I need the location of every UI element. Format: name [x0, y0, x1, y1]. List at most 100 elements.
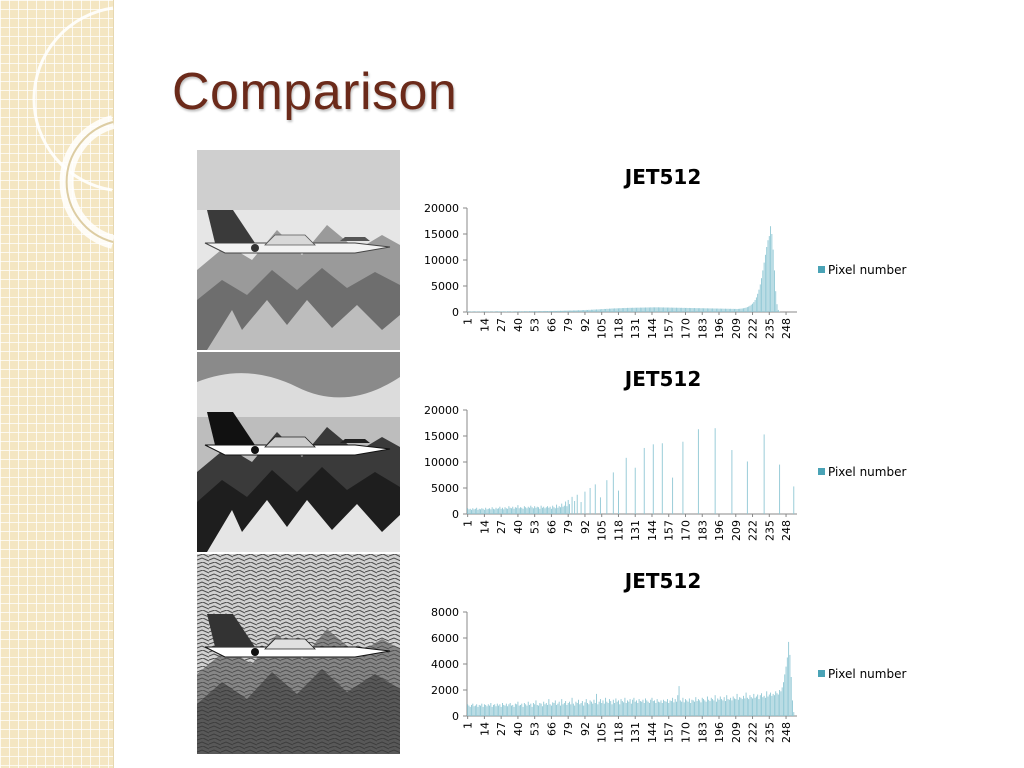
histogram-bar [520, 507, 521, 514]
histogram-bar [569, 310, 570, 312]
histogram-bar [507, 508, 509, 514]
x-tick-label: 222 [747, 318, 760, 339]
histogram-bar [615, 698, 617, 716]
histogram-bar [766, 691, 768, 716]
x-tick-label: 66 [545, 722, 558, 736]
x-tick-label: 131 [629, 520, 642, 541]
histogram-bar [611, 308, 613, 312]
histogram-bar [499, 506, 501, 514]
histogram-bar [584, 491, 586, 514]
histogram-bar [651, 697, 653, 716]
y-tick-label: 20000 [424, 404, 459, 417]
histogram-bar [629, 307, 631, 312]
histogram-bar [725, 701, 726, 716]
histogram-bar [557, 310, 559, 312]
histogram-bar [589, 700, 591, 716]
histogram-bar [550, 508, 552, 514]
histogram-bar [621, 308, 623, 312]
histogram-bar [763, 262, 765, 312]
x-tick-label: 144 [646, 520, 659, 541]
histogram-bar [621, 701, 623, 716]
histogram-bar [741, 308, 743, 312]
histogram-bar [584, 702, 586, 716]
histogram-bar [607, 703, 609, 716]
histogram-bar [498, 705, 500, 716]
histogram-bar [548, 507, 550, 514]
histogram-bar [614, 703, 616, 716]
histogram-bar [560, 705, 561, 716]
histogram-bar [727, 699, 729, 716]
histogram-bar [731, 308, 733, 312]
histogram-bar [530, 505, 532, 514]
histogram-bar [553, 703, 555, 716]
histogram-bar [594, 484, 596, 514]
histogram-bar [637, 703, 639, 716]
histogram-bar [661, 307, 663, 312]
y-tick-label: 0 [452, 306, 459, 319]
histogram-bar [569, 701, 570, 716]
histogram-bar [723, 697, 725, 716]
histogram-bar [717, 308, 719, 312]
histogram-bar [592, 703, 594, 716]
x-tick-label: 53 [529, 318, 542, 332]
histogram-bar [608, 699, 610, 716]
histogram-bar [718, 308, 720, 312]
histogram-bar [480, 311, 481, 312]
y-tick-label: 4000 [431, 658, 459, 671]
histogram-bar [708, 699, 710, 716]
x-tick-label: 105 [596, 318, 609, 339]
histogram-bar [752, 303, 753, 312]
slide-title: Comparison [172, 63, 458, 121]
histogram-bar [637, 307, 639, 312]
histogram-bar [496, 311, 498, 312]
histogram-bar [646, 700, 648, 716]
histogram-bar [541, 507, 543, 514]
histogram-bar [534, 506, 536, 514]
histogram-bar [726, 308, 728, 312]
histogram-bar [677, 307, 679, 312]
histogram-bar [467, 508, 469, 514]
histogram-bar [663, 699, 665, 716]
histogram-bar [775, 691, 777, 716]
histogram-bar [685, 699, 686, 716]
histogram-bar [773, 270, 775, 312]
histogram-bar [561, 310, 563, 312]
histogram-bar [530, 311, 532, 312]
histogram-bar [538, 311, 539, 312]
histogram-bar [535, 700, 537, 716]
x-tick-label: 79 [562, 722, 575, 736]
histogram-bar [478, 508, 480, 514]
y-tick-label: 2000 [431, 684, 459, 697]
histogram-bar [545, 507, 547, 514]
histogram-bar [523, 506, 525, 514]
histogram-bar [713, 700, 715, 716]
x-tick-label: 1 [462, 318, 475, 325]
original-jet-photo [197, 150, 400, 350]
x-tick-label: 40 [512, 318, 525, 332]
histogram-bar [508, 704, 510, 716]
histogram-bar [697, 308, 699, 312]
histogram-bar [597, 309, 599, 312]
histogram-bar [580, 310, 582, 312]
histogram-bar [474, 311, 476, 312]
histogram-bar [516, 507, 518, 514]
histogram-bar [673, 307, 675, 312]
histogram-bar [704, 308, 706, 312]
histogram-bar [739, 697, 741, 716]
histogram-bar [483, 509, 485, 514]
histogram-bar [543, 701, 545, 716]
x-tick-label: 1 [462, 520, 475, 527]
x-tick-label: 248 [780, 318, 793, 339]
histogram-bar [485, 311, 487, 312]
histogram-bar [556, 704, 558, 716]
histogram-bar [520, 704, 521, 716]
histogram-bar [494, 509, 496, 514]
histogram-bar [618, 700, 619, 716]
legend-swatch [818, 670, 825, 677]
x-tick-label: 183 [696, 722, 709, 743]
histogram-bar [521, 311, 523, 312]
histogram-bar [623, 308, 625, 312]
histogram-bar [618, 490, 619, 514]
histogram-bar [599, 699, 601, 716]
histogram-bar [683, 307, 685, 312]
